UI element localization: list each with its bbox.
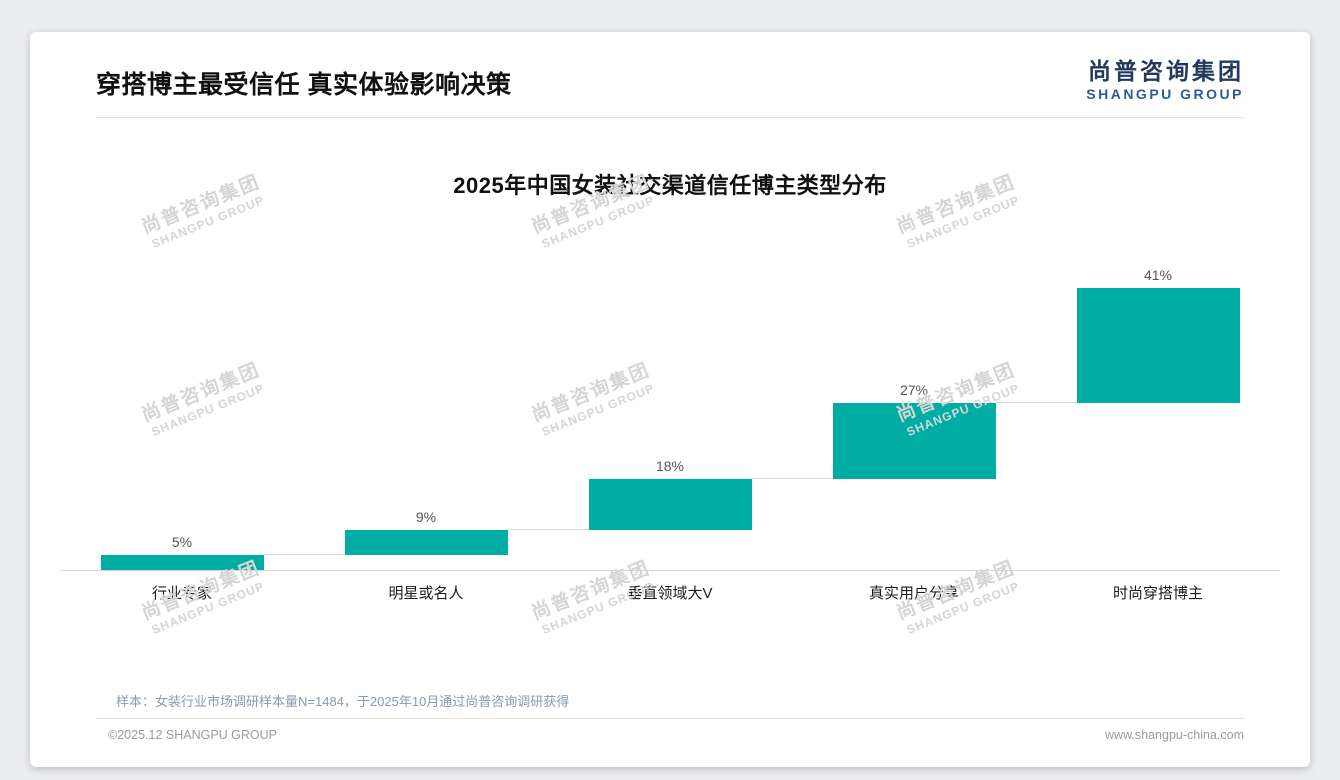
- page-title: 穿搭博主最受信任 真实体验影响决策: [96, 70, 512, 99]
- bar-value-label: 27%: [899, 382, 929, 399]
- bar-value-label: 9%: [415, 509, 437, 526]
- report-header: 穿搭博主最受信任 真实体验影响决策 尚普咨询集团 SHANGPU GROUP: [30, 32, 1310, 103]
- logo-chinese-text: 尚普咨询集团: [1088, 58, 1244, 84]
- chart-plot: 5% 9% 18% 27% 41%: [60, 267, 1280, 571]
- waterfall-connector: [751, 478, 833, 480]
- category-label: 垂直领域大V: [627, 584, 713, 602]
- chart-xlabels: 行业专家 明星或名人 垂直领域大V 真实用户分享 时尚穿搭博主: [60, 571, 1280, 603]
- waterfall-connector: [995, 402, 1077, 404]
- chart-title: 2025年中国女装社交渠道信任博主类型分布: [453, 172, 887, 198]
- watermark-english-text: SHANGPU GROUP: [904, 192, 1022, 252]
- shangpu-logo: 尚普咨询集团 SHANGPU GROUP: [1086, 58, 1244, 103]
- chart-bar: [588, 479, 752, 531]
- watermark-english-text: SHANGPU GROUP: [149, 192, 267, 252]
- category-label: 时尚穿搭博主: [1112, 584, 1203, 602]
- bar-value-label: 5%: [171, 534, 193, 551]
- bar-value-label: 18%: [655, 458, 685, 475]
- category-label: 真实用户分享: [868, 584, 959, 602]
- sample-note: 样本：女装行业市场调研样本量N=1484，于2025年10月通过尚普咨询调研获得: [116, 693, 570, 709]
- chart-bar: [832, 403, 996, 480]
- waterfall-connector: [263, 554, 345, 556]
- chart-bar: [100, 555, 264, 570]
- category-label: 行业专家: [151, 584, 212, 602]
- watermark-english-text: SHANGPU GROUP: [539, 192, 657, 252]
- logo-english-text: SHANGPU GROUP: [1086, 86, 1244, 103]
- category-label: 明星或名人: [388, 584, 464, 602]
- copyright-text: ©2025.12 SHANGPU GROUP: [108, 727, 277, 742]
- waterfall-connector: [507, 529, 589, 531]
- bar-value-label: 41%: [1143, 266, 1173, 283]
- footer-row: ©2025.12 SHANGPU GROUP www.shangpu-china…: [30, 719, 1310, 742]
- chart-bar: [344, 530, 508, 556]
- footer-divider: [96, 717, 1244, 719]
- website-text: www.shangpu-china.com: [1105, 727, 1244, 742]
- chart-bar: [1076, 287, 1240, 404]
- report-card: 穿搭博主最受信任 真实体验影响决策 尚普咨询集团 SHANGPU GROUP 尚…: [30, 32, 1310, 767]
- header-divider: [96, 116, 1244, 118]
